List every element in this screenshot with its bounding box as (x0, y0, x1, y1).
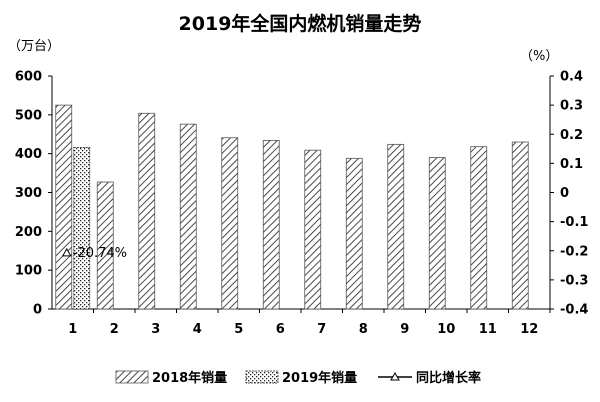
right-tick-label: -0.3 (560, 273, 588, 288)
right-tick-label: 0.2 (560, 128, 583, 143)
growth-rate-data-label: -20.74% (73, 246, 127, 261)
right-tick-label: 0.4 (560, 70, 583, 85)
legend-label-growth-rate: 同比增长率 (416, 370, 481, 386)
right-tick-label: 0.1 (560, 157, 583, 172)
category-label: 2 (110, 322, 119, 337)
category-label: 9 (400, 322, 409, 337)
left-tick-label: 200 (15, 225, 42, 240)
legend-label-2019-sales: 2019年销量 (282, 370, 357, 386)
category-label: 1 (68, 322, 77, 337)
bar-2018-sales (138, 112, 156, 310)
category-label: 11 (479, 322, 497, 337)
right-tick-label: -0.2 (560, 244, 588, 259)
bar-2018-sales (262, 140, 280, 310)
category-label: 12 (520, 322, 538, 337)
left-tick-label: 0 (33, 303, 42, 318)
category-label: 6 (276, 322, 285, 337)
bar-2018-sales (55, 104, 73, 310)
category-label: 4 (193, 322, 202, 337)
right-tick-label: -0.1 (560, 215, 588, 230)
category-label: 5 (234, 322, 243, 337)
left-tick-label: 300 (15, 186, 42, 201)
legend: 2018年销量 2019年销量 同比增长率 (115, 370, 481, 386)
category-label: 8 (359, 322, 368, 337)
bar-2018-sales (428, 157, 446, 310)
bar-2018-sales (221, 137, 239, 310)
left-tick-label: 600 (15, 70, 42, 85)
left-tick-label: 100 (15, 264, 42, 279)
legend-swatch-2019-sales (245, 370, 279, 384)
bar-2019-sales (73, 147, 91, 310)
left-tick-label: 400 (15, 147, 42, 162)
axes: 0 100 200 300 400 500 600 -0.4 -0.3 -0.2 -0.1 0 0.1 0… (15, 70, 589, 338)
right-axis-unit: （%） (520, 49, 558, 64)
legend-marker-growth-rate (390, 371, 400, 381)
chart-title: 2019年全国内燃机销量走势 (179, 12, 422, 35)
category-label: 7 (317, 322, 326, 337)
category-label: 10 (437, 322, 455, 337)
right-tick-label: 0 (560, 186, 569, 201)
bar-2018-sales (511, 141, 529, 310)
growth-rate-series: -20.74% (61, 246, 127, 261)
right-tick-label: -0.4 (560, 303, 588, 318)
bar-2018-sales (387, 143, 405, 310)
bars (55, 104, 529, 310)
category-label: 3 (151, 322, 160, 337)
bar-2018-sales (179, 123, 197, 310)
bar-2018-sales (96, 181, 114, 310)
bar-2018-sales (345, 157, 363, 310)
left-tick-label: 500 (15, 108, 42, 123)
growth-rate-marker (61, 247, 72, 257)
legend-label-2018-sales: 2018年销量 (152, 370, 227, 386)
right-tick-label: 0.3 (560, 99, 583, 114)
left-axis-unit: （万台） (8, 39, 60, 54)
legend-swatch-2018-sales (115, 370, 149, 384)
bar-2018-sales (304, 149, 322, 310)
bar-2018-sales (470, 146, 488, 310)
